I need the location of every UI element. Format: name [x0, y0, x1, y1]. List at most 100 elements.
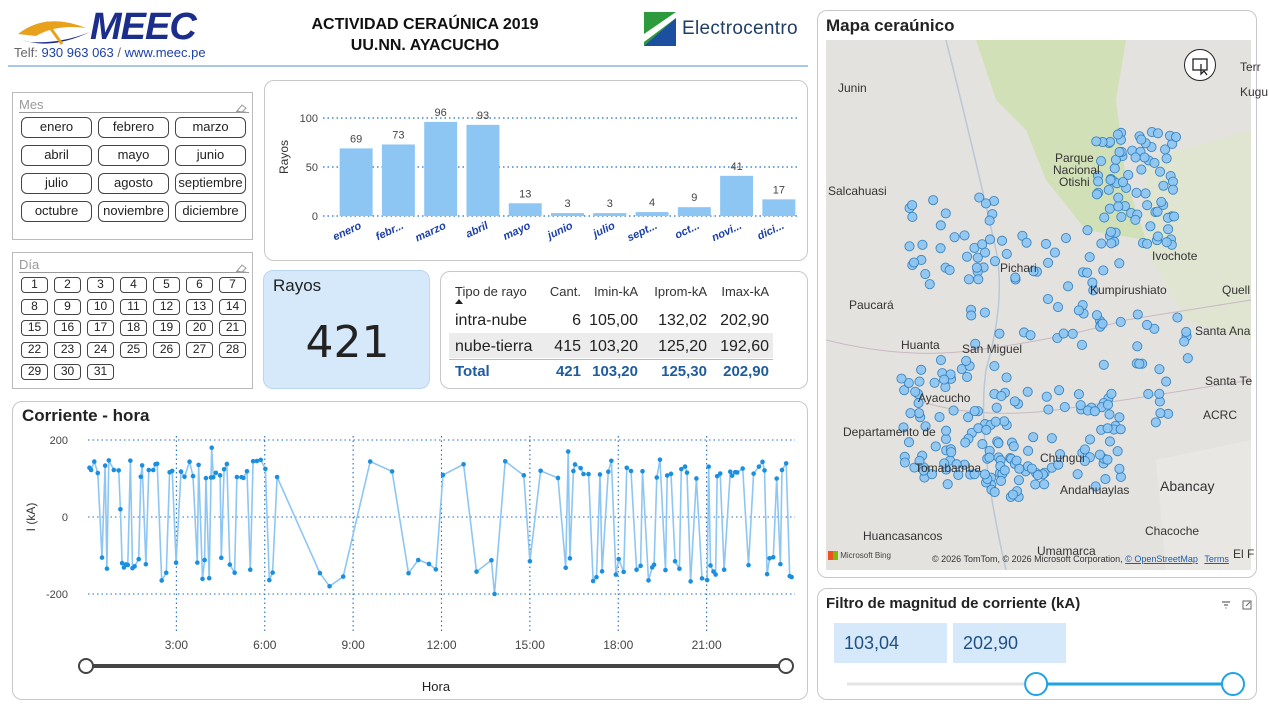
strike-marker — [924, 279, 935, 290]
strike-marker — [971, 262, 982, 273]
day-button-31[interactable]: 31 — [87, 363, 114, 380]
month-button-junio[interactable]: junio — [175, 145, 246, 166]
day-button-18[interactable]: 18 — [120, 320, 147, 337]
month-button-noviembre[interactable]: noviembre — [98, 201, 169, 222]
day-button-29[interactable]: 29 — [21, 363, 48, 380]
strike-marker — [1106, 238, 1117, 249]
month-button-febrero[interactable]: febrero — [98, 117, 169, 138]
day-button-15[interactable]: 15 — [21, 320, 48, 337]
day-button-23[interactable]: 23 — [54, 342, 81, 359]
day-button-8[interactable]: 8 — [21, 298, 48, 315]
day-button-5[interactable]: 5 — [153, 277, 180, 293]
strike-marker — [1049, 247, 1060, 258]
page-title: ACTIVIDAD CERAÚNICA 2019 UU.NN. AYACUCHO — [270, 14, 580, 56]
day-button-20[interactable]: 20 — [186, 320, 213, 337]
day-button-16[interactable]: 16 — [54, 320, 81, 337]
min-value-box[interactable]: 103,04 — [834, 623, 947, 663]
day-button-1[interactable]: 1 — [21, 277, 48, 293]
day-button-22[interactable]: 22 — [21, 342, 48, 359]
eraser-icon[interactable] — [235, 258, 247, 273]
strike-marker — [1155, 408, 1166, 419]
day-button-14[interactable]: 14 — [219, 298, 246, 315]
month-button-abril[interactable]: abril — [21, 145, 92, 166]
hour-slider-start-handle[interactable] — [78, 658, 94, 674]
current-point — [200, 576, 205, 582]
max-value-box[interactable]: 202,90 — [953, 623, 1066, 663]
range-high-handle[interactable] — [1221, 672, 1245, 696]
filter-icon[interactable] — [1221, 595, 1231, 609]
table-cell: 415 — [554, 338, 581, 355]
day-button-4[interactable]: 4 — [120, 277, 147, 293]
day-button-19[interactable]: 19 — [153, 320, 180, 337]
day-button-26[interactable]: 26 — [153, 342, 180, 359]
terms-link[interactable]: Terms — [1204, 554, 1229, 564]
range-low-handle[interactable] — [1024, 672, 1049, 696]
day-button-28[interactable]: 28 — [219, 342, 246, 359]
sort-ascending-icon[interactable] — [455, 299, 463, 304]
bar-category-label: mayo — [501, 220, 532, 243]
line-xtick: 3:00 — [165, 638, 189, 652]
map-forest-area — [976, 40, 1146, 240]
focus-mode-icon[interactable] — [1242, 595, 1252, 610]
current-point — [202, 557, 207, 563]
day-button-11[interactable]: 11 — [120, 298, 147, 315]
strike-marker — [940, 433, 952, 445]
range-slider[interactable] — [818, 589, 1258, 701]
month-button-agosto[interactable]: agosto — [98, 173, 169, 194]
current-point — [746, 562, 751, 568]
strike-marker — [898, 422, 909, 433]
month-button-enero[interactable]: enero — [21, 117, 92, 138]
hour-slider-end-handle[interactable] — [778, 658, 794, 674]
strike-marker — [1042, 293, 1054, 305]
strike-marker — [1161, 153, 1172, 164]
strike-marker — [899, 457, 910, 468]
day-button-7[interactable]: 7 — [219, 277, 246, 293]
map-place-label: Paucará — [849, 298, 894, 312]
current-point — [599, 569, 605, 574]
map-canvas[interactable] — [826, 40, 1251, 570]
strike-marker — [1014, 463, 1025, 474]
current-point — [613, 572, 619, 577]
strike-marker — [1075, 400, 1086, 411]
day-button-24[interactable]: 24 — [87, 342, 114, 359]
current-point — [663, 567, 668, 573]
month-button-mayo[interactable]: mayo — [98, 145, 169, 166]
day-button-25[interactable]: 25 — [120, 342, 147, 359]
map-selection-icon[interactable] — [1184, 49, 1216, 81]
current-chart-title: Corriente - hora — [22, 406, 150, 425]
day-button-3[interactable]: 3 — [87, 277, 114, 293]
day-button-2[interactable]: 2 — [54, 277, 81, 293]
day-button-13[interactable]: 13 — [186, 298, 213, 315]
day-button-10[interactable]: 10 — [87, 298, 114, 315]
day-button-6[interactable]: 6 — [186, 277, 213, 293]
bing-logo: Microsoft Bing — [828, 551, 891, 561]
month-button-julio[interactable]: julio — [21, 173, 92, 194]
strike-marker — [1082, 225, 1093, 236]
day-button-21[interactable]: 21 — [219, 320, 246, 337]
header-divider — [8, 65, 808, 67]
month-button-marzo[interactable]: marzo — [175, 117, 246, 138]
day-button-17[interactable]: 17 — [87, 320, 114, 337]
day-button-12[interactable]: 12 — [153, 298, 180, 315]
month-button-diciembre[interactable]: diciembre — [175, 201, 246, 222]
current-point — [270, 570, 275, 575]
meec-logo: MEEC — [12, 6, 212, 64]
strike-marker — [951, 459, 962, 470]
month-button-septiembre[interactable]: septiembre — [175, 173, 246, 194]
strike-marker — [1053, 459, 1064, 470]
month-button-octubre[interactable]: octubre — [21, 201, 92, 222]
eraser-icon[interactable] — [235, 98, 247, 113]
current-point — [136, 556, 142, 562]
current-point — [340, 574, 346, 579]
osm-link[interactable]: © OpenStreetMap — [1125, 554, 1198, 564]
kpi-card: Rayos 421 — [263, 270, 430, 389]
strike-marker — [1030, 479, 1041, 490]
bar-marzo — [424, 121, 458, 216]
day-button-9[interactable]: 9 — [54, 298, 81, 315]
table-cell: 192,60 — [720, 338, 769, 355]
day-button-27[interactable]: 27 — [186, 342, 213, 359]
current-point — [581, 471, 586, 477]
day-button-30[interactable]: 30 — [54, 363, 81, 380]
table-cell: 105,00 — [589, 312, 638, 329]
slicer-underline — [19, 112, 249, 113]
